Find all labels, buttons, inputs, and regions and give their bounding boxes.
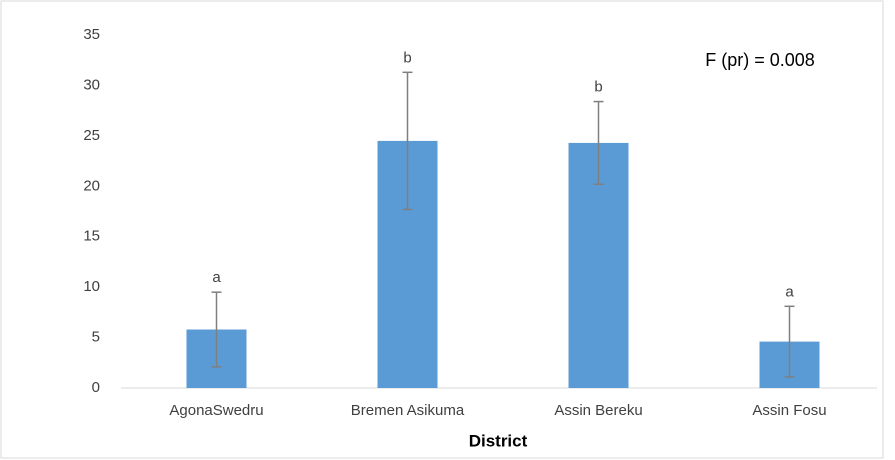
error-bar [784,305,795,378]
y-tick-label: 20 [83,177,100,194]
x-axis-title: District [469,431,528,450]
x-tick-label: AgonaSwedru [169,402,263,419]
x-tick-label: Assin Bereku [554,402,642,419]
y-tick-label: 5 [92,329,100,346]
annotation: F (pr) = 0.008 [705,50,815,70]
y-tick-label: 10 [83,278,100,295]
y-tick-label: 35 [83,26,100,43]
y-tick-label: 15 [83,228,100,245]
x-tick-label: Bremen Asikuma [351,402,465,419]
y-tick-label: 0 [92,379,100,396]
error-bar [593,100,604,186]
group-letter: a [212,269,221,286]
error-bar [402,71,413,211]
x-tick-label: Assin Fosu [752,402,826,419]
y-tick-label: 25 [83,127,100,144]
y-tick-label: 30 [83,76,100,93]
group-letter: a [785,283,794,300]
group-letter: b [594,79,602,96]
group-letter: b [403,49,411,66]
error-bar [211,291,222,368]
